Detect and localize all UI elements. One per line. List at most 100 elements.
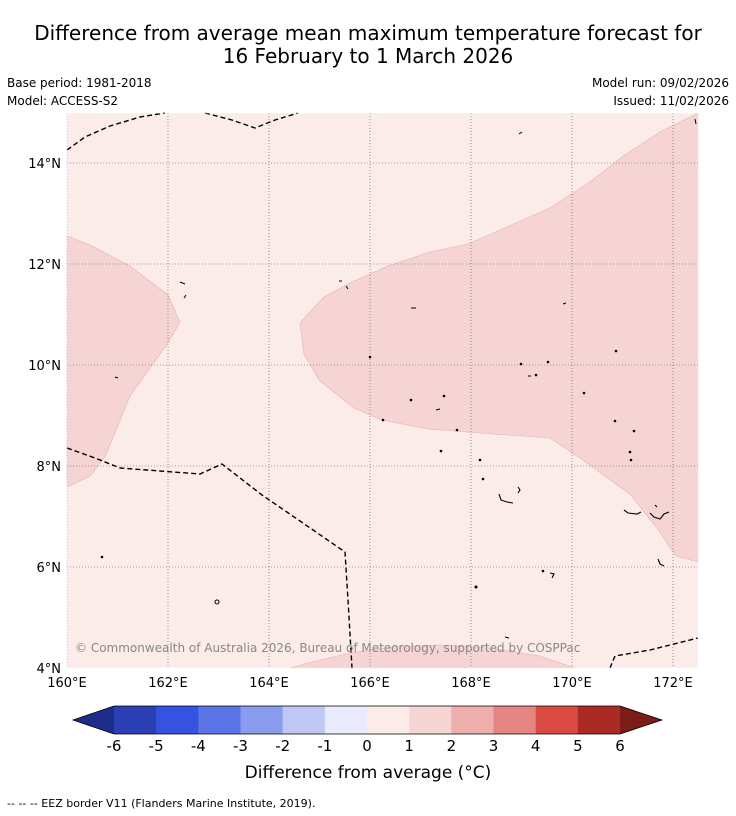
colorbar-label: Difference from average (°C) (244, 763, 492, 783)
lon-tick: 166°E (350, 676, 390, 691)
eez-borders (66, 112, 699, 669)
colorbar-segment (451, 706, 494, 734)
atoll-outlines (498, 486, 670, 579)
atoll-outline (654, 504, 658, 508)
colorbar-tick: -3 (233, 737, 248, 755)
lat-tick: 10°N (28, 359, 61, 374)
island (504, 636, 510, 639)
colorbar-tick: -5 (149, 737, 164, 755)
island (179, 281, 186, 285)
lat-tick-labels: 14°N 12°N 10°N 8°N 6°N 4°N (28, 157, 61, 677)
colorbar-tick: 6 (615, 737, 625, 755)
meta-left: Base period: 1981-2018 Model: ACCESS-S2 (7, 74, 152, 110)
island (345, 285, 349, 290)
colorbar-tick: -4 (191, 737, 206, 755)
colorbar-segment (240, 706, 283, 734)
eez-border-west (66, 447, 353, 669)
lon-tick: 160°E (47, 676, 87, 691)
lat-tick: 6°N (37, 561, 62, 576)
lon-tick: 170°E (552, 676, 592, 691)
chart-title: Difference from average mean maximum tem… (0, 22, 736, 68)
island (519, 362, 523, 366)
atoll-outline (549, 572, 555, 579)
anomaly-region-south (289, 644, 576, 669)
lat-tick: 8°N (37, 460, 62, 475)
island (614, 349, 618, 353)
colorbar-tick: -1 (317, 737, 332, 755)
title-line-2: 16 February to 1 March 2026 (222, 44, 514, 68)
lon-tick: 172°E (653, 676, 693, 691)
eez-border-north (66, 112, 166, 151)
atoll-outline (623, 509, 642, 515)
lon-tick: 164°E (249, 676, 289, 691)
islands (100, 118, 697, 639)
island (183, 294, 187, 299)
colorbar-tick: 3 (489, 737, 499, 755)
island (628, 450, 632, 454)
lat-tick: 12°N (28, 258, 61, 273)
colorbar-segment (324, 706, 368, 734)
colorbar-extend-low (73, 706, 114, 734)
island (613, 419, 617, 423)
map-frame (66, 112, 699, 669)
colorbar-segment (282, 706, 326, 734)
island (435, 408, 441, 411)
atoll-outline (657, 558, 665, 567)
anomaly-region-west (66, 235, 181, 488)
model-name: Model: ACCESS-S2 (7, 94, 119, 108)
colorbar-tick: 5 (573, 737, 583, 755)
colorbar-segment (409, 706, 452, 734)
colorbar-tick: -6 (107, 737, 122, 755)
island (481, 477, 485, 481)
island (694, 118, 697, 125)
lat-tick: 4°N (37, 662, 62, 677)
colorbar-segment (114, 706, 157, 734)
copyright-notice: © Commonwealth of Australia 2026, Bureau… (75, 641, 581, 655)
island (474, 585, 478, 589)
island (439, 449, 443, 453)
model-run: Model run: 09/02/2026 (591, 76, 729, 90)
lon-tick: 168°E (451, 676, 491, 691)
island (478, 458, 482, 462)
colorbar-tick: 0 (362, 737, 372, 755)
anomaly-region-east (299, 112, 699, 563)
footer-legend: -- -- -- EEZ border V11 (Flanders Marine… (7, 797, 316, 810)
colorbar-outline (71, 705, 664, 735)
colorbar-tick: 4 (531, 737, 541, 755)
island (518, 131, 523, 135)
colorbar (71, 705, 664, 735)
island (632, 429, 636, 433)
island (582, 391, 586, 395)
eez-border-east (609, 637, 699, 669)
colorbar-extend-high (620, 706, 662, 734)
lat-tick: 14°N (28, 157, 61, 172)
island (546, 360, 550, 364)
colorbar-segment (493, 706, 536, 734)
eez-border-north-2 (204, 112, 299, 129)
island (534, 373, 538, 377)
colorbar-tick: -2 (275, 737, 290, 755)
anomaly-regions (66, 112, 699, 669)
colorbar-tick: 1 (404, 737, 414, 755)
issued-date: Issued: 11/02/2026 (613, 94, 729, 108)
title-line-1: Difference from average mean maximum tem… (34, 21, 702, 45)
atoll-outline (498, 493, 514, 504)
base-period: Base period: 1981-2018 (7, 76, 152, 90)
island (100, 555, 104, 559)
island (442, 394, 446, 398)
island (562, 302, 567, 305)
island (409, 398, 413, 402)
meta-right: Model run: 09/02/2026 Issued: 11/02/2026 (592, 74, 729, 110)
island (114, 376, 119, 379)
island (368, 355, 372, 359)
colorbar-segment (156, 706, 199, 734)
colorbar-segment (535, 706, 579, 734)
island (541, 569, 545, 573)
colorbar-segment (577, 706, 621, 734)
atoll-outline (649, 511, 670, 520)
colorbar-segment (367, 706, 410, 734)
lon-tick-labels: 160°E 162°E 164°E 166°E 168°E 170°E 172°… (47, 676, 693, 691)
island (629, 458, 633, 462)
lon-tick: 162°E (148, 676, 188, 691)
